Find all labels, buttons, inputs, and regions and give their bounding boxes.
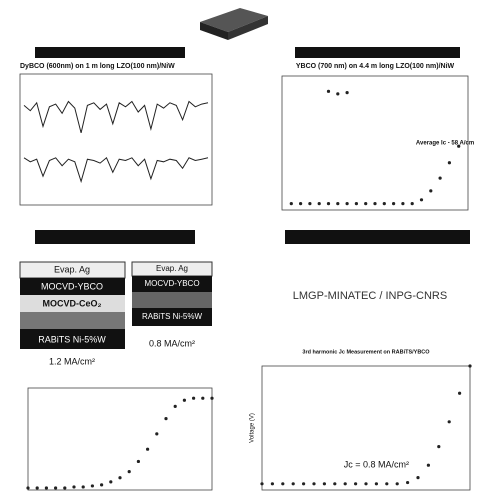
- data-point: [81, 485, 85, 489]
- data-point: [336, 92, 340, 96]
- plot-frame: [261, 365, 471, 491]
- data-point: [164, 417, 168, 421]
- data-point: [429, 189, 433, 193]
- data-line: [23, 156, 209, 184]
- data-point: [26, 486, 30, 490]
- data-point: [416, 476, 420, 480]
- data-point: [354, 482, 358, 486]
- annotation: Average Ic - 58 A/cm: [416, 141, 474, 147]
- lab-name: LMGP-MINATEC / INPG-CNRS: [293, 290, 447, 302]
- data-point: [364, 482, 368, 486]
- data-point: [336, 202, 340, 206]
- data-point: [345, 90, 349, 95]
- data-point: [302, 482, 306, 486]
- plot-frame: [281, 75, 469, 211]
- header-bar: [285, 230, 470, 244]
- data-point: [401, 202, 405, 206]
- data-point: [447, 420, 451, 424]
- data-point: [308, 202, 312, 206]
- data-point: [419, 198, 424, 202]
- data-point: [201, 396, 205, 400]
- data-point: [458, 391, 462, 395]
- y-axis-label: Voltage (V): [250, 413, 256, 443]
- data-line: [23, 100, 209, 134]
- data-point: [44, 486, 49, 490]
- jc-label: 0.8 MA/cm²: [149, 338, 195, 348]
- data-point: [299, 202, 303, 206]
- chart-title: 3rd harmonic Jc Measurement on RABiTS/YB…: [302, 349, 430, 355]
- data-point: [326, 202, 331, 206]
- data-point: [192, 396, 196, 400]
- layer-label: RABiTS Ni-5%W: [38, 334, 106, 344]
- data-point: [410, 202, 414, 206]
- data-point: [374, 482, 378, 486]
- data-point: [312, 482, 316, 486]
- data-point: [385, 482, 389, 486]
- layer-label: MOCVD-CeO₂: [42, 298, 101, 308]
- sample-icon: [200, 8, 268, 40]
- data-point: [100, 483, 104, 487]
- data-point: [291, 482, 295, 486]
- header-bar: [295, 47, 460, 58]
- data-point: [281, 482, 285, 486]
- layer-label: MOCVD-YBCO: [144, 279, 199, 288]
- data-point: [457, 144, 461, 148]
- annotation: Jc = 0.8 MA/cm²: [344, 460, 409, 470]
- data-point: [333, 482, 337, 486]
- jc-label: 1.2 MA/cm²: [49, 356, 95, 366]
- data-point: [173, 404, 177, 408]
- layer-stack: Evap. Ag MOCVD-YBCO RABiTS Ni-5%W 0.8 MA…: [131, 261, 213, 348]
- chart-title: YBCO (700 nm) on 4.4 m long LZO(100 nm)/…: [296, 63, 455, 70]
- layer-label: Evap. Ag: [156, 264, 188, 273]
- data-point: [182, 398, 186, 402]
- layer-label: MOCVD-YBCO: [41, 281, 103, 291]
- data-point: [343, 482, 347, 486]
- layer-label: Evap. Ag: [54, 264, 90, 274]
- data-point: [406, 480, 410, 485]
- data-point: [373, 202, 377, 206]
- layer-label: RABiTS Ni-5%W: [142, 312, 202, 321]
- chart-title: DyBCO (600nm) on 1 m long LZO(100 nm)/Ni…: [20, 63, 175, 70]
- data-point: [322, 482, 326, 486]
- data-point: [109, 480, 113, 484]
- data-point: [364, 202, 368, 206]
- data-point: [90, 484, 94, 488]
- data-point: [260, 482, 264, 486]
- data-point: [345, 202, 349, 206]
- data-point: [155, 432, 159, 436]
- data-point: [289, 202, 293, 206]
- data-point: [438, 176, 442, 180]
- data-point: [146, 447, 150, 451]
- data-point: [426, 463, 430, 467]
- header-bar: [35, 230, 195, 244]
- plot-frame: [27, 387, 213, 491]
- data-point: [270, 482, 274, 486]
- data-point: [447, 161, 451, 165]
- data-point: [63, 486, 67, 490]
- data-point: [354, 202, 358, 206]
- data-point: [210, 396, 214, 400]
- data-point: [317, 202, 321, 206]
- layer-stack: Evap. Ag MOCVD-YBCO MOCVD-CeO₂ RABiTS Ni…: [19, 261, 126, 366]
- data-point: [468, 364, 472, 368]
- data-point: [118, 476, 122, 480]
- data-point: [392, 202, 396, 206]
- header-bar: [35, 47, 185, 58]
- data-point: [127, 470, 131, 474]
- data-point: [395, 482, 399, 486]
- data-point: [72, 485, 76, 489]
- plot-frame: [19, 73, 213, 206]
- data-point: [326, 89, 331, 93]
- data-point: [437, 445, 441, 449]
- data-point: [136, 459, 140, 464]
- data-point: [382, 202, 386, 206]
- data-point: [54, 486, 58, 490]
- data-point: [35, 486, 39, 490]
